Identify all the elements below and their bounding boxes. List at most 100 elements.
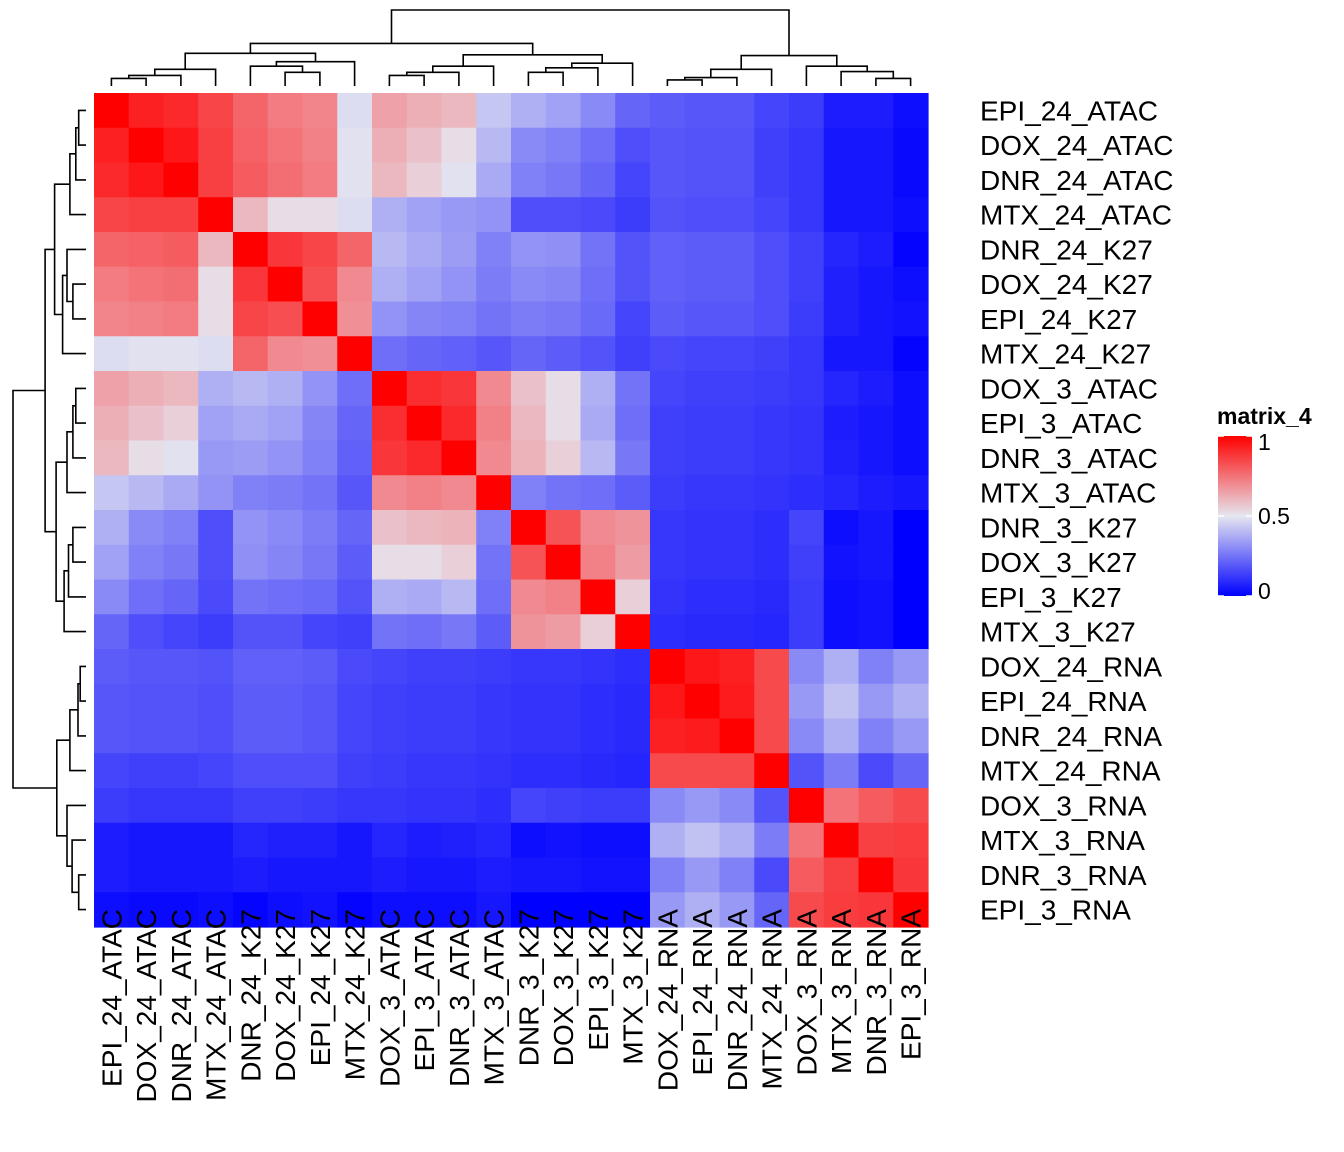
dendrogram-branch [545,67,599,86]
heatmap-cell [580,649,616,685]
heatmap-cell [754,232,790,268]
heatmap-cell [684,683,721,720]
heatmap-cell [233,162,269,198]
heatmap-cell [858,127,894,164]
heatmap-cell [580,371,616,407]
heatmap-cell [893,649,929,685]
heatmap-cell [163,753,199,789]
heatmap-cell [233,336,269,372]
heatmap-cell [823,753,860,789]
heatmap-cell [476,649,512,685]
heatmap-cell [719,266,755,303]
heatmap-cell [441,162,477,198]
heatmap-cell [684,371,721,407]
heatmap-cell [94,718,130,754]
heatmap-cell [511,822,547,859]
heatmap-cell [719,788,755,824]
heatmap-cell [441,649,477,685]
heatmap-cell [650,371,686,407]
heatmap-cell [337,753,373,789]
heatmap-cell [858,788,894,824]
heatmap-cell [580,266,616,303]
dendrogram-branch [63,570,86,633]
heatmap-cell [650,718,686,754]
heatmap-cell [580,822,616,859]
heatmap-cell [267,788,304,824]
heatmap-cell [545,683,582,720]
heatmap-cell [198,683,234,720]
heatmap-cell [441,475,477,511]
heatmap-cell [267,579,304,615]
heatmap-cell [128,162,165,198]
row-label: MTX_24_RNA [980,756,1161,787]
heatmap-cell [337,510,373,546]
heatmap-cell [511,162,547,198]
heatmap-cell [476,162,512,198]
heatmap-cell [511,544,547,581]
heatmap-cell [94,405,130,442]
heatmap-cell [233,510,269,546]
heatmap-cell [441,788,477,824]
column-label: MTX_3_K27 [618,909,649,1065]
row-label: MTX_3_ATAC [980,478,1156,509]
heatmap-cell [372,127,408,164]
heatmap-cell [94,232,130,268]
heatmap-cell [684,197,721,233]
heatmap-cell [615,475,651,511]
heatmap-cell [163,857,199,893]
heatmap-cell [789,892,825,928]
heatmap-cell [858,371,894,407]
heatmap-cell [545,127,582,164]
heatmap-cell [719,301,755,337]
heatmap-cell [511,371,547,407]
heatmap-cell [372,93,408,129]
heatmap-cell [545,93,582,129]
heatmap-cell [650,266,686,303]
legend-tick-label: 0.5 [1258,503,1290,529]
heatmap-cell [545,162,582,198]
dendrogram-branch [110,77,147,86]
heatmap-cell [406,718,443,754]
heatmap-cell [684,232,721,268]
heatmap-cell [163,232,199,268]
dendrogram-branch [77,683,86,737]
heatmap-cell [511,301,547,337]
heatmap-cell [337,718,373,754]
heatmap-cell [128,788,165,824]
heatmap-cell [233,475,269,511]
column-label: DNR_3_K27 [513,909,544,1066]
heatmap-cell [823,892,860,928]
heatmap-cell [372,266,408,303]
dendrogram-branch [72,283,86,320]
heatmap-cell [893,892,929,928]
heatmap-cell [128,579,165,615]
heatmap-cell [476,857,512,893]
heatmap-cell [893,266,929,303]
heatmap-cell [650,301,686,337]
heatmap-cell [163,93,199,129]
heatmap-cell [789,127,825,164]
heatmap-cell [511,683,547,720]
heatmap-cell [754,544,790,581]
heatmap-cell [198,822,234,859]
heatmap-cell [580,857,616,893]
heatmap-cell [372,544,408,581]
heatmap-cell [94,475,130,511]
heatmap-cell [267,614,304,650]
heatmap-cell [684,649,721,685]
heatmap-cell [94,510,130,546]
heatmap-cell [476,301,512,337]
heatmap-cell [267,162,304,198]
heatmap-cell [337,857,373,893]
dendrogram-branch [390,9,790,56]
heatmap-cell [511,753,547,789]
heatmap-cell [580,475,616,511]
heatmap-cell [337,93,373,129]
heatmap-cell [372,405,408,442]
column-label: DNR_3_RNA [861,909,892,1076]
heatmap-cell [789,753,825,789]
column-label: DNR_24_ATAC [166,909,197,1102]
heatmap-cell [650,649,686,685]
heatmap-cell [302,405,338,442]
heatmap-cell [302,788,338,824]
